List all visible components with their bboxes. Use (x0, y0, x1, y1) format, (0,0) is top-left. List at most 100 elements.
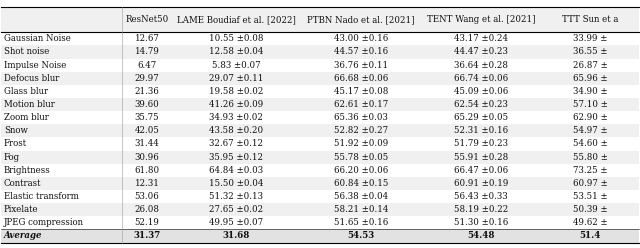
Text: 10.55 ±0.08: 10.55 ±0.08 (209, 34, 264, 43)
Bar (1, 45, 639, 59)
Text: Motion blur: Motion blur (4, 100, 54, 109)
Text: LAME Boudiaf et al. [2022]: LAME Boudiaf et al. [2022] (177, 15, 296, 24)
Text: Glass blur: Glass blur (4, 87, 48, 96)
Text: 62.61 ±0.17: 62.61 ±0.17 (333, 100, 388, 109)
Bar (1, 111, 639, 124)
Bar (1, 98, 639, 111)
Text: Defocus blur: Defocus blur (4, 74, 60, 83)
Text: 51.4: 51.4 (579, 231, 601, 241)
Bar (1, 85, 639, 98)
Text: 43.17 ±0.24: 43.17 ±0.24 (454, 34, 508, 43)
Text: Pixelate: Pixelate (4, 205, 38, 214)
Text: 51.92 ±0.09: 51.92 ±0.09 (333, 139, 388, 149)
Text: 65.29 ±0.05: 65.29 ±0.05 (454, 113, 508, 122)
Text: Fog: Fog (4, 153, 20, 162)
Text: TTT Sun et a: TTT Sun et a (562, 15, 618, 24)
Text: 52.19: 52.19 (134, 218, 159, 227)
Text: Snow: Snow (4, 126, 28, 135)
Bar (1, 164, 639, 177)
Text: 6.47: 6.47 (138, 61, 157, 70)
Text: 62.90 ±: 62.90 ± (573, 113, 607, 122)
Text: 29.97: 29.97 (134, 74, 159, 83)
Text: 27.65 ±0.02: 27.65 ±0.02 (209, 205, 264, 214)
Text: 62.54 ±0.23: 62.54 ±0.23 (454, 100, 508, 109)
Text: 57.10 ±: 57.10 ± (573, 100, 607, 109)
Text: Contrast: Contrast (4, 179, 42, 188)
Text: 60.91 ±0.19: 60.91 ±0.19 (454, 179, 509, 188)
Text: 44.47 ±0.23: 44.47 ±0.23 (454, 47, 508, 57)
Text: 34.93 ±0.02: 34.93 ±0.02 (209, 113, 264, 122)
Text: 54.60 ±: 54.60 ± (573, 139, 607, 149)
Text: Impulse Noise: Impulse Noise (4, 61, 66, 70)
Bar (1, 72, 639, 85)
Bar (1, 124, 639, 137)
Text: Brightness: Brightness (4, 166, 51, 175)
Text: TENT Wang et al. [2021]: TENT Wang et al. [2021] (427, 15, 536, 24)
Text: Shot noise: Shot noise (4, 47, 49, 57)
Text: 33.99 ±: 33.99 ± (573, 34, 607, 43)
Text: 34.90 ±: 34.90 ± (573, 87, 607, 96)
Text: 39.60: 39.60 (134, 100, 159, 109)
Bar (1, 151, 639, 164)
Text: 41.26 ±0.09: 41.26 ±0.09 (209, 100, 264, 109)
Text: 26.08: 26.08 (134, 205, 159, 214)
Text: 54.53: 54.53 (347, 231, 374, 241)
Bar (1, 177, 639, 190)
Text: 31.37: 31.37 (133, 231, 161, 241)
Text: 36.55 ±: 36.55 ± (573, 47, 607, 57)
Text: Zoom blur: Zoom blur (4, 113, 49, 122)
Bar (1, 203, 639, 216)
Text: 52.82 ±0.27: 52.82 ±0.27 (333, 126, 388, 135)
Text: 12.67: 12.67 (134, 34, 159, 43)
Text: 55.91 ±0.28: 55.91 ±0.28 (454, 153, 508, 162)
Text: 66.68 ±0.06: 66.68 ±0.06 (333, 74, 388, 83)
Text: 14.79: 14.79 (134, 47, 159, 57)
Text: 55.80 ±: 55.80 ± (573, 153, 607, 162)
Text: 49.62 ±: 49.62 ± (573, 218, 607, 227)
Text: 29.07 ±0.11: 29.07 ±0.11 (209, 74, 264, 83)
Text: 64.84 ±0.03: 64.84 ±0.03 (209, 166, 264, 175)
Text: 51.30 ±0.16: 51.30 ±0.16 (454, 218, 508, 227)
Text: 65.96 ±: 65.96 ± (573, 74, 607, 83)
Text: JPEG compression: JPEG compression (4, 218, 84, 227)
Text: Frost: Frost (4, 139, 27, 149)
Text: 66.47 ±0.06: 66.47 ±0.06 (454, 166, 508, 175)
Text: 15.50 ±0.04: 15.50 ±0.04 (209, 179, 264, 188)
Text: 36.76 ±0.11: 36.76 ±0.11 (333, 61, 388, 70)
Text: 45.17 ±0.08: 45.17 ±0.08 (333, 87, 388, 96)
Text: 45.09 ±0.06: 45.09 ±0.06 (454, 87, 508, 96)
Bar (1, 59, 639, 72)
Text: 58.19 ±0.22: 58.19 ±0.22 (454, 205, 508, 214)
Bar (1, 190, 639, 203)
Text: 12.31: 12.31 (134, 179, 159, 188)
Text: 30.96: 30.96 (134, 153, 159, 162)
Text: 31.68: 31.68 (223, 231, 250, 241)
Text: 43.58 ±0.20: 43.58 ±0.20 (209, 126, 264, 135)
Text: Gaussian Noise: Gaussian Noise (4, 34, 70, 43)
Text: 51.32 ±0.13: 51.32 ±0.13 (209, 192, 264, 201)
Text: 73.25 ±: 73.25 ± (573, 166, 607, 175)
Text: 12.58 ±0.04: 12.58 ±0.04 (209, 47, 264, 57)
Text: 56.43 ±0.33: 56.43 ±0.33 (454, 192, 508, 201)
Text: 42.05: 42.05 (134, 126, 159, 135)
Text: 52.31 ±0.16: 52.31 ±0.16 (454, 126, 508, 135)
Bar (1, 137, 639, 151)
Bar (1, 7, 639, 32)
Text: 5.83 ±0.07: 5.83 ±0.07 (212, 61, 260, 70)
Text: 53.06: 53.06 (134, 192, 159, 201)
Text: 19.58 ±0.02: 19.58 ±0.02 (209, 87, 264, 96)
Text: 44.57 ±0.16: 44.57 ±0.16 (333, 47, 388, 57)
Text: 32.67 ±0.12: 32.67 ±0.12 (209, 139, 264, 149)
Text: 60.84 ±0.15: 60.84 ±0.15 (333, 179, 388, 188)
Text: 61.80: 61.80 (134, 166, 159, 175)
Text: 60.97 ±: 60.97 ± (573, 179, 607, 188)
Text: 66.74 ±0.06: 66.74 ±0.06 (454, 74, 508, 83)
Text: 26.87 ±: 26.87 ± (573, 61, 607, 70)
Text: 36.64 ±0.28: 36.64 ±0.28 (454, 61, 508, 70)
Text: 21.36: 21.36 (134, 87, 159, 96)
Text: 66.20 ±0.06: 66.20 ±0.06 (333, 166, 388, 175)
Text: Elastic transform: Elastic transform (4, 192, 79, 201)
Text: 58.21 ±0.14: 58.21 ±0.14 (333, 205, 388, 214)
Text: 56.38 ±0.04: 56.38 ±0.04 (333, 192, 388, 201)
Text: PTBN Nado et al. [2021]: PTBN Nado et al. [2021] (307, 15, 415, 24)
